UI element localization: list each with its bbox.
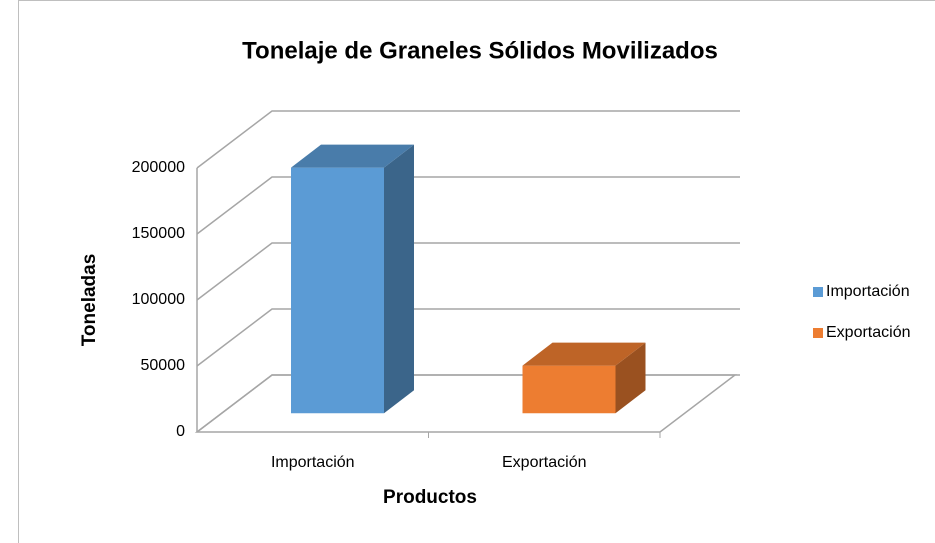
y-tick-label: 0	[176, 423, 185, 440]
y-tick-label: 50000	[141, 357, 186, 374]
bar-top	[522, 342, 646, 366]
grid-line	[196, 242, 740, 301]
legend-swatch	[813, 287, 823, 297]
bar	[291, 144, 414, 414]
bar-top	[291, 144, 414, 168]
grid-line	[196, 308, 740, 367]
bar-side	[384, 144, 414, 414]
chart-border	[18, 0, 935, 543]
bar	[522, 342, 646, 414]
x-tick-label: Exportación	[502, 454, 587, 471]
legend-label: Importación	[826, 283, 910, 300]
legend-label: Exportación	[826, 324, 911, 341]
y-tick-label: 100000	[132, 291, 185, 308]
x-tick-label: Importación	[271, 454, 355, 471]
grid-line	[196, 110, 740, 169]
y-tick-label: 150000	[132, 225, 185, 242]
grid-line	[196, 176, 740, 235]
x-axis-title: Productos	[383, 487, 477, 508]
chart-title: Tonelaje de Graneles Sólidos Movilizados	[242, 37, 718, 64]
y-tick-label: 200000	[132, 159, 185, 176]
bar-side	[615, 342, 646, 414]
bar-front	[291, 167, 384, 414]
legend-swatch	[813, 328, 823, 338]
bar-front	[522, 365, 616, 414]
y-axis-title: Toneladas	[79, 254, 100, 347]
